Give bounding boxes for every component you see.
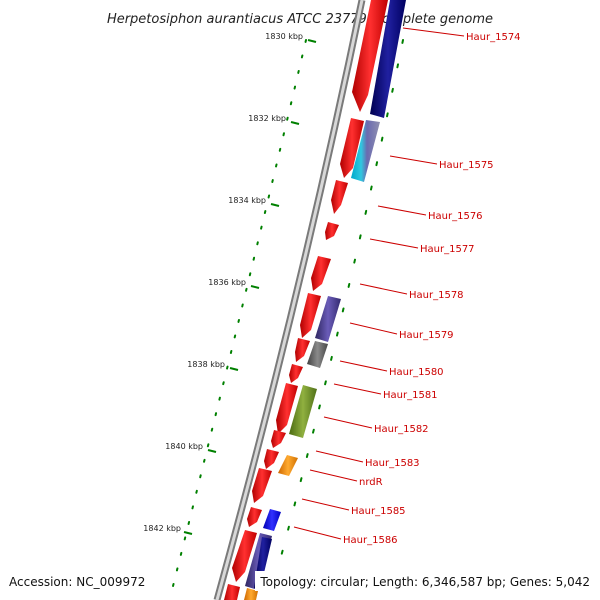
gene-label: Haur_1579 — [399, 330, 454, 341]
gene-label: Haur_1581 — [383, 390, 438, 401]
gene-labels: Haur_1574 Haur_1575 Haur_1576 Haur_1577 … — [343, 32, 521, 546]
gene-label: Haur_1574 — [466, 32, 521, 43]
map-title: Herpetosiphon aurantiacus ATCC 23779, co… — [107, 12, 493, 27]
inner-dotted-track — [269, 39, 404, 599]
label-leader-lines — [293, 27, 465, 540]
cog-feature — [278, 455, 298, 476]
tick-labels: 1830 kbp 1832 kbp 1834 kbp 1836 kbp 1838… — [143, 32, 303, 533]
cds-arrow — [224, 584, 240, 600]
cds-arrow — [295, 338, 310, 362]
cog-features — [244, 0, 406, 600]
cog-feature — [289, 385, 317, 438]
cds-arrow — [271, 430, 286, 448]
genome-backbone — [213, 0, 366, 600]
tick-label: 1838 kbp — [187, 360, 225, 369]
cds-arrow — [300, 293, 321, 338]
cds-arrow — [352, 0, 388, 112]
cds-arrow — [331, 180, 348, 214]
gene-label: Haur_1575 — [439, 160, 494, 171]
gene-label: Haur_1578 — [409, 290, 464, 301]
tick-label: 1830 kbp — [265, 32, 303, 41]
cds-arrow — [232, 530, 257, 582]
cds-arrow — [252, 468, 272, 503]
cog-feature — [370, 0, 406, 118]
gene-label: Haur_1586 — [343, 535, 398, 546]
accession-text: Accession: NC_009972 — [9, 575, 145, 589]
tick-label: 1834 kbp — [228, 196, 266, 205]
tick-label: 1836 kbp — [208, 278, 246, 287]
cds-arrow — [276, 383, 298, 434]
cds-features — [224, 0, 388, 600]
cog-feature — [244, 588, 258, 600]
gene-label: nrdR — [359, 477, 383, 488]
tick-marks — [183, 39, 317, 535]
tick-label: 1832 kbp — [248, 114, 286, 123]
cds-arrow — [264, 449, 279, 469]
gene-label: Haur_1582 — [374, 424, 429, 435]
cds-arrow — [289, 364, 303, 383]
cog-feature — [307, 341, 328, 368]
cog-feature — [263, 509, 281, 531]
cds-arrow — [311, 256, 331, 291]
gene-label: Haur_1577 — [420, 244, 475, 255]
gene-label: Haur_1585 — [351, 506, 406, 517]
gene-label: Haur_1576 — [428, 211, 483, 222]
cds-arrow — [247, 507, 262, 527]
gene-label: Haur_1580 — [389, 367, 444, 378]
cds-arrow — [340, 118, 364, 178]
gene-label: Haur_1583 — [365, 458, 420, 469]
cog-feature — [315, 296, 341, 342]
tick-label: 1840 kbp — [165, 442, 203, 451]
cds-arrow — [325, 222, 339, 240]
footer-backdrop — [255, 571, 595, 591]
cog-feature — [351, 120, 380, 182]
topology-text: Topology: circular; Length: 6,346,587 bp… — [259, 575, 590, 589]
tick-label: 1842 kbp — [143, 524, 181, 533]
